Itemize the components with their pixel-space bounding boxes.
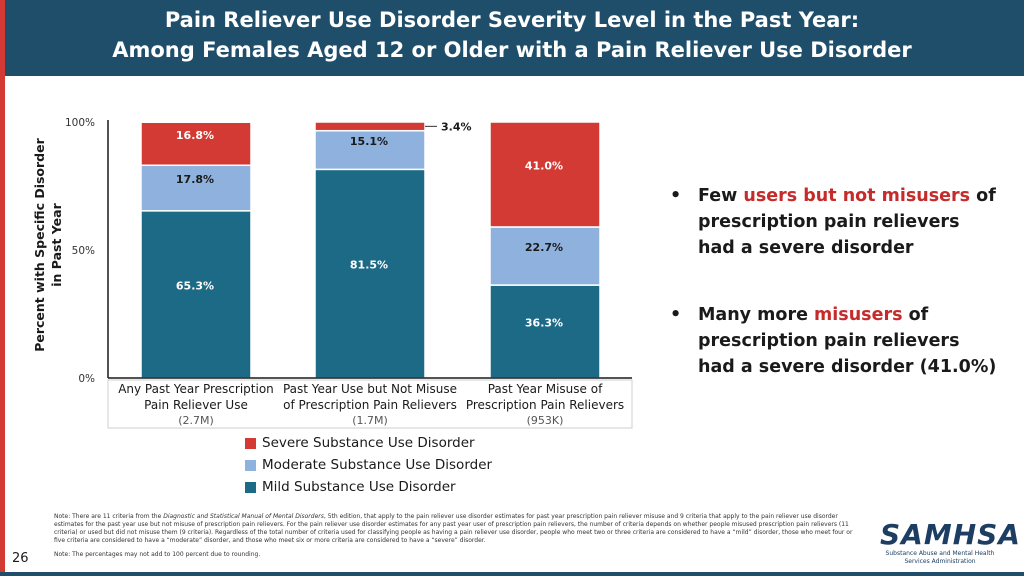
bar-segment-moderate [489, 226, 601, 286]
bullet-marker: • [670, 186, 682, 206]
category-count-label: (953K) [527, 414, 564, 427]
legend-item-mild: Mild Substance Use Disorder [245, 477, 456, 497]
footnote-rounding: Note: The percentages may not add to 100… [54, 551, 261, 558]
bullet-2-highlight: misusers [814, 305, 903, 325]
bullet-2-text-end: of prescription pain relievers had a sev… [698, 305, 997, 377]
data-label: 15.1% [350, 135, 388, 148]
bar-segment-mild [140, 210, 252, 379]
data-label: 16.8% [176, 129, 214, 142]
legend-swatch-moderate [245, 459, 256, 471]
legend-item-severe: Severe Substance Use Disorder [245, 433, 475, 453]
data-label: 22.7% [525, 241, 563, 254]
bullet-1-text-end: of prescription pain relievers had a sev… [698, 186, 996, 258]
legend-item-moderate: Moderate Substance Use Disorder [245, 455, 492, 475]
footnote-criteria: Note: There are 11 criteria from the Dia… [54, 513, 853, 544]
bullet-1-text-start: Few [698, 186, 744, 206]
logo-subtitle-1: Substance Abuse and Mental Health [885, 550, 995, 557]
legend-label-severe: Severe Substance Use Disorder [262, 435, 475, 451]
footer-rule [0, 572, 1024, 576]
bullet-marker: • [670, 305, 682, 325]
y-tick-label: 100% [65, 117, 95, 129]
bar-segment-severe [314, 121, 426, 132]
y-axis-label-line-2: in Past Year [49, 203, 64, 287]
data-label: 3.4% [441, 120, 472, 133]
bar-segment-mild [489, 284, 601, 379]
slide-title-line-1: Pain Reliever Use Disorder Severity Leve… [164, 8, 860, 32]
finding-bullet-2: • Many more misusers of prescription pai… [670, 302, 1000, 380]
bar-segment-severe [140, 121, 252, 167]
category-count-label: (2.7M) [178, 414, 214, 427]
legend-swatch-mild [245, 481, 256, 493]
legend-swatch-severe [245, 437, 256, 449]
page-number: 26 [12, 551, 29, 566]
legend-label-mild: Mild Substance Use Disorder [262, 479, 456, 495]
bullet-1-highlight: users but not misusers [743, 186, 971, 206]
category-count-label: (1.7M) [352, 414, 388, 427]
bullet-2-text-start: Many more [698, 305, 815, 325]
category-label-line-2: Prescription Pain Relievers [466, 398, 624, 412]
legend-label-moderate: Moderate Substance Use Disorder [262, 457, 493, 473]
data-label: 65.3% [176, 279, 214, 292]
category-label-box [107, 379, 633, 429]
category-label-line-1: Past Year Misuse of [488, 382, 603, 396]
y-axis-label-line-1: Percent with Specific Disorder [32, 138, 47, 352]
category-label-line-1: Any Past Year Prescription [118, 382, 274, 396]
slide-title-line-2: Among Females Aged 12 or Older with a Pa… [112, 38, 912, 62]
data-label: 36.3% [525, 317, 563, 330]
left-accent-rule [0, 0, 5, 576]
category-label-line-2: Pain Reliever Use [144, 398, 248, 412]
data-label: 17.8% [176, 173, 214, 186]
finding-bullet-1: • Few users but not misusers of prescrip… [670, 183, 1000, 261]
data-label: 41.0% [525, 159, 563, 172]
category-label-line-2: of Prescription Pain Relievers [283, 398, 457, 412]
bar-segment-severe [489, 121, 601, 228]
samhsa-logo: SAMHSA Substance Abuse and Mental Health… [880, 518, 1021, 566]
title-banner [5, 0, 1024, 76]
logo-wordmark: SAMHSA [880, 518, 1021, 551]
y-tick-label: 0% [78, 373, 95, 385]
data-label: 81.5% [350, 259, 388, 272]
y-tick-label: 50% [72, 245, 95, 257]
bar-segment-mild [314, 168, 426, 379]
category-label-line-1: Past Year Use but Not Misuse [283, 382, 457, 396]
y-axis-label: Percent with Specific Disorder in Past Y… [31, 125, 65, 365]
logo-subtitle-2: Services Administration [904, 558, 976, 565]
